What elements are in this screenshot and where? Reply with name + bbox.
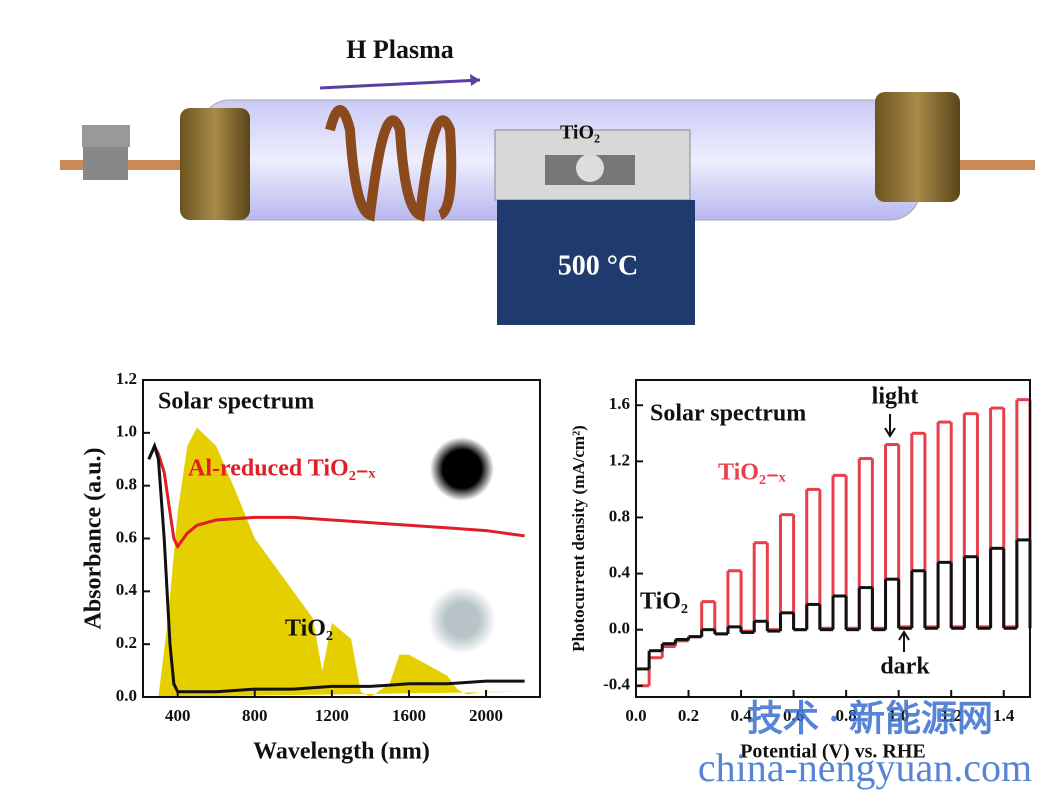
watermark: 技术 · 新能源网 xyxy=(747,698,993,738)
y-tick-label: 0.0 xyxy=(609,619,630,638)
y-tick-label: 0.0 xyxy=(116,686,137,705)
series-label: TiO₂₋ₓ xyxy=(718,460,786,486)
plot xyxy=(636,400,1030,686)
x-tick-label: 0.0 xyxy=(625,706,646,725)
watermark: china-nengyuan.com xyxy=(698,745,1032,790)
x-axis-label: Wavelength (nm) xyxy=(253,739,430,765)
x-tick-label: 1.4 xyxy=(993,706,1015,725)
y-axis-label: Photocurrent density (mA/cm²) xyxy=(569,425,588,652)
y-tick-label: 0.4 xyxy=(609,562,631,581)
x-tick-label: 1600 xyxy=(392,706,426,725)
arrow xyxy=(899,632,909,652)
y-tick-label: 0.2 xyxy=(116,633,137,652)
end-cap xyxy=(875,92,960,202)
valve-knob xyxy=(82,125,130,147)
furnace-label: 500 °C xyxy=(558,250,638,281)
series-label: TiO₂ xyxy=(640,589,688,615)
annotation: light xyxy=(872,384,919,410)
y-tick-label: 0.4 xyxy=(116,580,138,599)
series-label: TiO₂ xyxy=(285,616,333,642)
apparatus: H Plasma TiO₂ 500 °C xyxy=(60,35,1035,325)
y-tick-label: 1.2 xyxy=(116,369,137,388)
x-tick-label: 400 xyxy=(165,706,191,725)
y-tick-label: 1.2 xyxy=(609,450,630,469)
y-tick-label: -0.4 xyxy=(603,675,630,694)
x-tick-label: 800 xyxy=(242,706,268,725)
arrow xyxy=(320,80,480,88)
annotation: dark xyxy=(880,654,930,680)
annotation: Solar spectrum xyxy=(650,401,806,427)
particle-image xyxy=(430,437,494,501)
y-tick-label: 0.6 xyxy=(116,527,137,546)
series-label: Al-reduced TiO₂₋ₓ xyxy=(188,456,376,482)
x-tick-label: 0.2 xyxy=(678,706,699,725)
y-tick-label: 0.8 xyxy=(116,475,137,494)
y-tick-label: 1.6 xyxy=(609,394,630,413)
arrow-head xyxy=(470,74,480,86)
sample-dot xyxy=(576,154,604,182)
end-cap xyxy=(180,108,250,220)
y-axis-label: Absorbance (a.u.) xyxy=(81,447,107,629)
valve xyxy=(83,145,128,180)
y-tick-label: 0.8 xyxy=(609,506,630,525)
y-tick-label: 1.0 xyxy=(116,422,137,441)
sample-label: TiO₂ xyxy=(560,122,600,144)
plasma-label: H Plasma xyxy=(346,35,454,64)
figure: H Plasma TiO₂ 500 °C Solar spectrum Al-re… xyxy=(0,0,1063,798)
x-tick-label: 1200 xyxy=(315,706,349,725)
arrow xyxy=(885,414,895,436)
particle-image xyxy=(428,586,496,654)
x-tick-label: 2000 xyxy=(469,706,503,725)
series-label: Solar spectrum xyxy=(158,389,314,415)
